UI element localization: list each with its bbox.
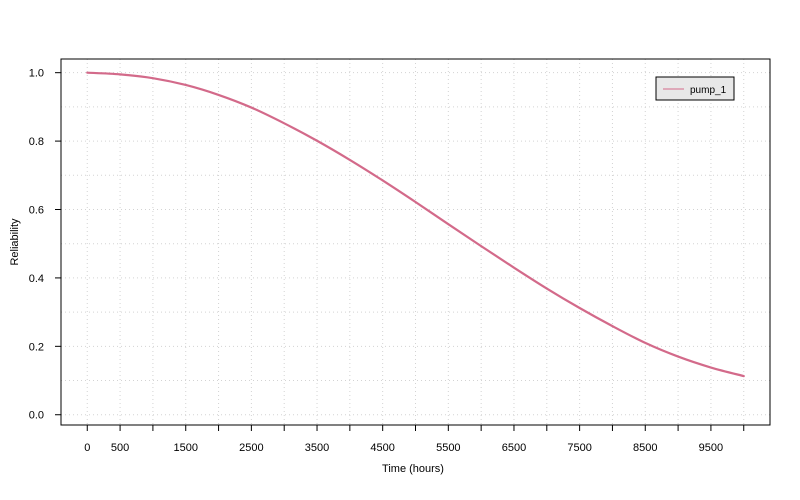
y-tick-label: 0.2 [29,341,44,353]
x-tick-label: 500 [111,442,129,454]
y-axis: 0.0 0.2 0.4 0.6 0.8 1.0 [29,68,61,422]
x-tick-label: 8500 [633,442,657,454]
y-tick-label: 0.0 [29,410,44,422]
x-tick-label: 2500 [239,442,263,454]
legend-box [655,76,735,101]
x-tick-label: 1500 [173,442,197,454]
y-tick-label: 0.6 [29,205,44,217]
x-axis-title: Time (hours) [382,463,444,475]
y-tick-label: 0.4 [29,273,44,285]
x-tick-label: 7500 [567,442,591,454]
series-line-pump_1 [86,71,745,378]
y-tick-label: 1.0 [29,68,44,80]
series-layer [86,71,745,378]
legend-label-pump_1: pump_1 [690,85,727,96]
x-tick-label: 6500 [502,442,526,454]
x-tick-label: 4500 [370,442,394,454]
y-axis-title: Reliability [9,218,21,266]
y-tick-label: 0.8 [29,136,44,148]
grid [61,59,770,425]
x-axis: 0 500 1500 2500 3500 4500 5500 6500 7500 8500 9500 [84,425,745,454]
x-tick-label: 3500 [305,442,329,454]
plot-frame [60,58,771,426]
x-tick-label: 9500 [699,442,723,454]
x-tick-label: 0 [84,442,90,454]
legend: pump_1 [655,76,735,101]
x-tick-label: 5500 [436,442,460,454]
